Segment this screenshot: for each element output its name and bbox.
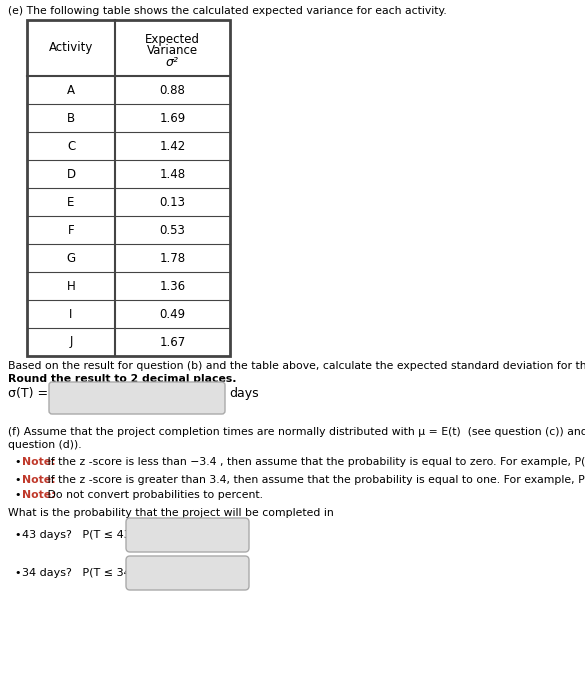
Text: σ(T) =: σ(T) = (8, 386, 48, 400)
Text: •: • (14, 490, 20, 500)
Text: 34 days?   P(T ≤ 34) =: 34 days? P(T ≤ 34) = (22, 568, 148, 578)
Text: 0.88: 0.88 (160, 83, 185, 97)
Text: 1.36: 1.36 (160, 279, 185, 293)
Text: F: F (68, 223, 74, 237)
Text: •: • (14, 457, 20, 467)
Text: If the z -score is greater than 3.4, then assume that the probability is equal t: If the z -score is greater than 3.4, the… (44, 475, 585, 485)
FancyBboxPatch shape (49, 382, 225, 414)
Bar (27, 20, 230, 356)
Text: H: H (67, 279, 75, 293)
Text: Note:: Note: (22, 457, 56, 467)
Text: Expected: Expected (145, 34, 200, 46)
Text: question (d)).: question (d)). (8, 440, 82, 450)
Text: 1.48: 1.48 (160, 167, 185, 181)
Text: (f) Assume that the project completion times are normally distributed with μ = E: (f) Assume that the project completion t… (8, 427, 585, 437)
Text: Activity: Activity (49, 41, 93, 55)
FancyBboxPatch shape (126, 518, 249, 552)
Text: days: days (229, 386, 259, 400)
Text: •: • (14, 530, 20, 540)
Text: 0.53: 0.53 (160, 223, 185, 237)
Text: •: • (14, 568, 20, 578)
Text: Do not convert probabilities to percent.: Do not convert probabilities to percent. (44, 490, 263, 500)
Text: 1.67: 1.67 (159, 335, 185, 349)
Text: 43 days?   P(T ≤ 43) =: 43 days? P(T ≤ 43) = (22, 530, 148, 540)
Text: What is the probability that the project will be completed in: What is the probability that the project… (8, 508, 334, 518)
Text: I: I (69, 307, 73, 321)
Text: B: B (67, 111, 75, 125)
Text: σ²: σ² (166, 57, 179, 69)
Text: Variance: Variance (147, 43, 198, 57)
Text: G: G (67, 251, 75, 265)
Text: Note:: Note: (22, 475, 56, 485)
Text: Note:: Note: (22, 490, 56, 500)
Text: (e) The following table shows the calculated expected variance for each activity: (e) The following table shows the calcul… (8, 6, 447, 16)
Text: •: • (14, 475, 20, 485)
Text: Based on the result for question (b) and the table above, calculate the expected: Based on the result for question (b) and… (8, 361, 585, 371)
Text: If the z -score is less than −3.4 , then assume that the probability is equal to: If the z -score is less than −3.4 , then… (44, 457, 585, 467)
Text: 1.42: 1.42 (159, 139, 185, 153)
Text: 1.69: 1.69 (159, 111, 185, 125)
Text: Round the result to 2 decimal places.: Round the result to 2 decimal places. (8, 374, 236, 384)
Text: C: C (67, 139, 75, 153)
Text: 0.13: 0.13 (160, 195, 185, 209)
Text: E: E (67, 195, 75, 209)
Text: 0.49: 0.49 (160, 307, 185, 321)
Text: D: D (67, 167, 75, 181)
Text: A: A (67, 83, 75, 97)
Text: J: J (69, 335, 73, 349)
Text: 1.78: 1.78 (160, 251, 185, 265)
FancyBboxPatch shape (126, 556, 249, 590)
